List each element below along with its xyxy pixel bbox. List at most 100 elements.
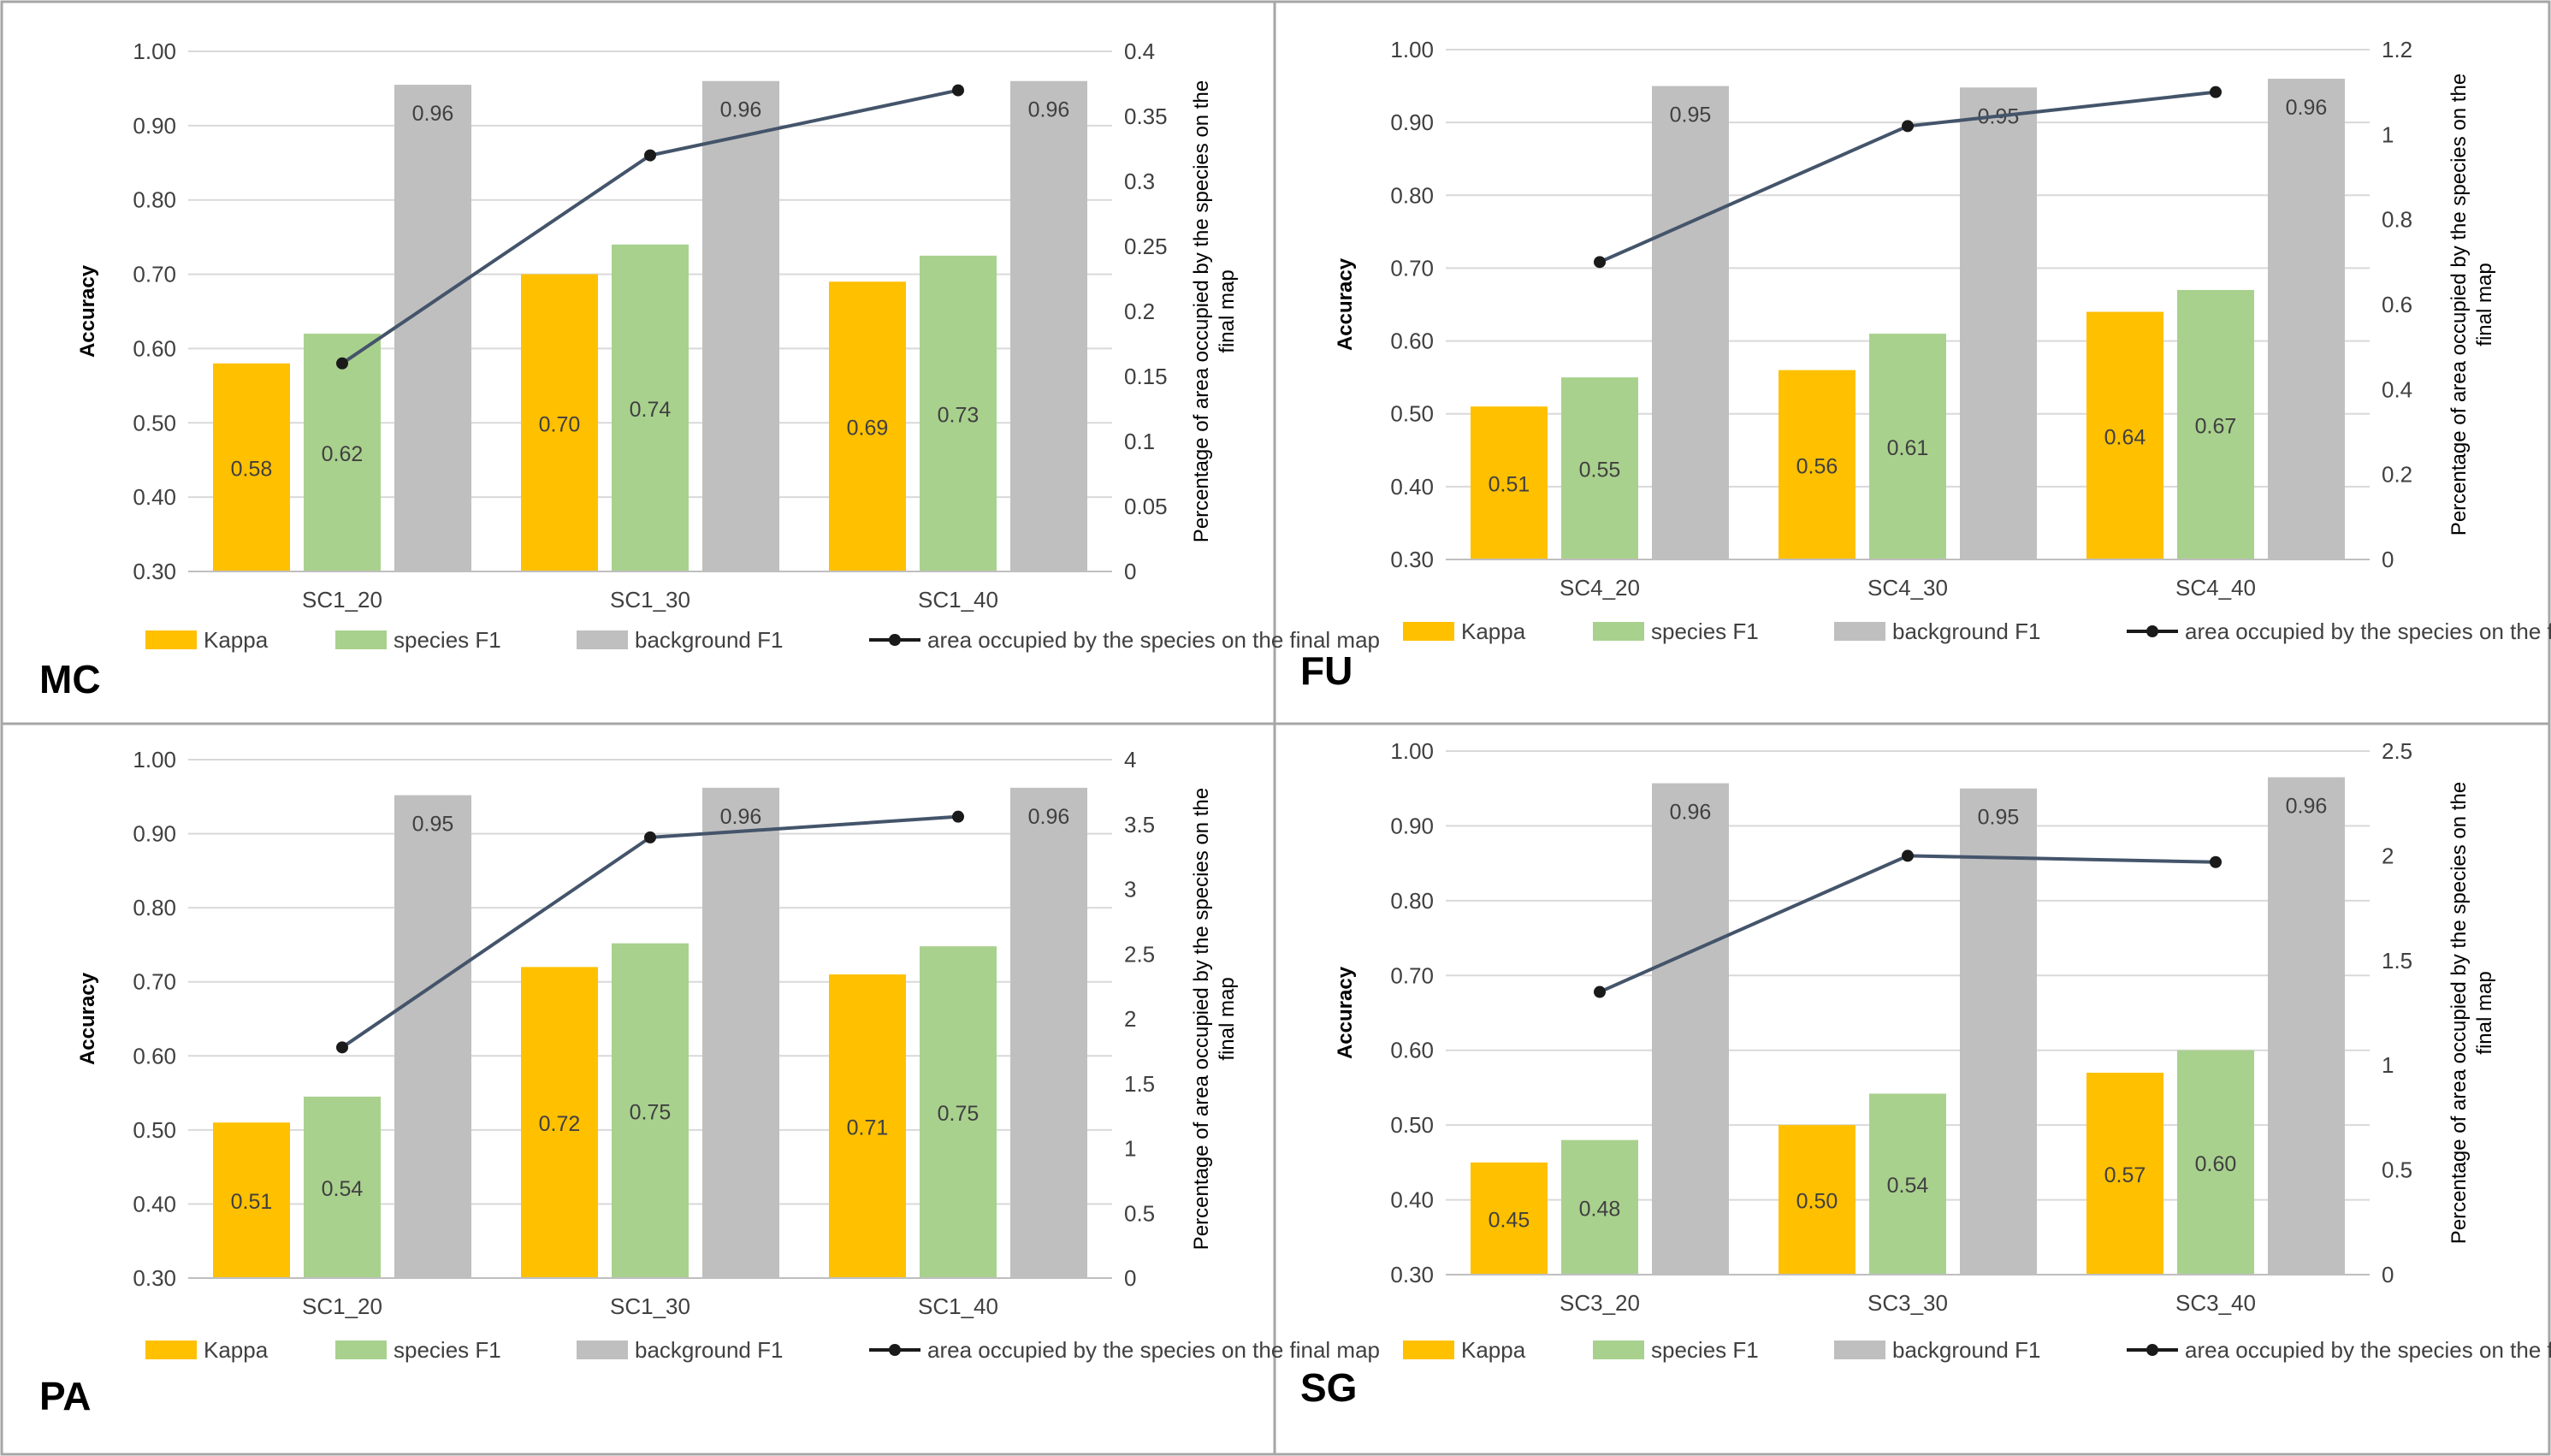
y2-tick-label: 2 bbox=[1124, 1006, 1136, 1032]
chart-SG: 0.30 0.40 0.50 0.60 0.70 0.80 0.90 1.00 0 0.5 1 1.5… bbox=[1300, 738, 2551, 1410]
data-label: 0.73 bbox=[938, 403, 980, 427]
legend-label-area: area occupied by the species on the fina… bbox=[927, 627, 1380, 653]
y2-tick-label: 0.2 bbox=[2382, 462, 2412, 488]
bar-kappa bbox=[1471, 406, 1548, 559]
legend-swatch-species_f1 bbox=[335, 1341, 387, 1359]
chart-MC: 0.30 0.40 0.50 0.60 0.70 0.80 0.90 1.00 0 0.05 0.1… bbox=[39, 38, 1380, 701]
y2-tick-label: 0 bbox=[2382, 1262, 2394, 1287]
y2-tick-label: 1.2 bbox=[2382, 37, 2412, 62]
y2-tick-label: 0 bbox=[2382, 547, 2394, 572]
y2-tick-label: 0.2 bbox=[1124, 299, 1155, 324]
data-label: 0.96 bbox=[1028, 805, 1070, 829]
data-label: 0.95 bbox=[412, 813, 454, 837]
chart-FU: 0.30 0.40 0.50 0.60 0.70 0.80 0.90 1.00 0 0.2 0.4 0… bbox=[1300, 37, 2551, 693]
bar-background-f1 bbox=[702, 80, 779, 571]
x-tick-label: SC1_20 bbox=[302, 587, 382, 613]
data-label: 0.96 bbox=[412, 102, 454, 126]
bar-background-f1 bbox=[1960, 788, 2037, 1275]
bar-kappa bbox=[213, 1122, 290, 1278]
area-line-point bbox=[1594, 985, 1606, 998]
y2-tick-label: 1 bbox=[2382, 1052, 2394, 1078]
legend-swatch-area-point bbox=[889, 634, 901, 646]
y2-tick-label: 1 bbox=[2382, 121, 2394, 147]
data-label: 0.69 bbox=[847, 417, 889, 441]
data-label: 0.55 bbox=[1579, 459, 1621, 482]
bar-species-f1 bbox=[612, 244, 689, 571]
data-label: 0.75 bbox=[938, 1102, 980, 1126]
bar-background-f1 bbox=[1010, 80, 1087, 571]
legend-swatch-kappa bbox=[1403, 1341, 1454, 1359]
bar-background-f1 bbox=[1960, 87, 2037, 559]
y-tick-label: 0.60 bbox=[133, 335, 176, 361]
y2-tick-label: 0.25 bbox=[1124, 234, 1168, 259]
legend-label-background_f1: background F1 bbox=[635, 1337, 783, 1363]
x-tick-label: SC1_40 bbox=[918, 587, 998, 613]
y-tick-label: 0.80 bbox=[133, 187, 176, 213]
data-label: 0.64 bbox=[2104, 425, 2146, 449]
y2-tick-label: 2 bbox=[2382, 843, 2394, 868]
bar-kappa bbox=[2086, 1072, 2163, 1275]
area-line-point bbox=[1902, 120, 1914, 133]
y2-tick-label: 0.35 bbox=[1124, 104, 1168, 129]
y-tick-label: 0.50 bbox=[1390, 401, 1434, 427]
x-tick-label: SC4_40 bbox=[2175, 575, 2256, 601]
panel-label: PA bbox=[39, 1374, 92, 1418]
bar-background-f1 bbox=[702, 787, 779, 1278]
panel-label: MC bbox=[39, 657, 101, 701]
area-line-point bbox=[952, 84, 964, 97]
legend-swatch-background_f1 bbox=[1834, 1341, 1885, 1359]
x-tick-label: SC1_30 bbox=[610, 1293, 690, 1319]
y-tick-label: 0.30 bbox=[1390, 1262, 1434, 1287]
y2-axis-label: final map bbox=[2473, 971, 2496, 1054]
y2-tick-label: 0.8 bbox=[2382, 207, 2412, 233]
y-tick-label: 0.30 bbox=[1390, 547, 1434, 572]
data-label: 0.62 bbox=[322, 442, 364, 466]
y-tick-label: 0.50 bbox=[133, 1117, 176, 1143]
bar-background-f1 bbox=[1652, 86, 1729, 560]
y-tick-label: 0.40 bbox=[1390, 1187, 1434, 1213]
data-label: 0.75 bbox=[630, 1100, 672, 1124]
y-tick-label: 0.60 bbox=[1390, 1038, 1434, 1063]
data-label: 0.57 bbox=[2104, 1163, 2146, 1187]
data-label: 0.95 bbox=[1670, 104, 1712, 127]
bar-kappa bbox=[213, 363, 290, 571]
y2-axis-label: Percentage of area occupied by the speci… bbox=[2447, 74, 2471, 536]
y2-tick-label: 0.15 bbox=[1124, 364, 1168, 389]
legend-swatch-kappa bbox=[145, 630, 197, 649]
y2-tick-label: 3.5 bbox=[1124, 812, 1155, 837]
x-tick-label: SC4_20 bbox=[1560, 575, 1640, 601]
data-label: 0.71 bbox=[847, 1116, 889, 1140]
y2-tick-label: 0.4 bbox=[2382, 376, 2412, 402]
y2-tick-label: 3 bbox=[1124, 877, 1136, 903]
data-label: 0.56 bbox=[1796, 454, 1838, 478]
data-label: 0.96 bbox=[720, 805, 762, 829]
y-tick-label: 0.40 bbox=[133, 1191, 176, 1216]
area-line-point bbox=[644, 149, 656, 162]
data-label: 0.61 bbox=[1887, 436, 1929, 460]
bar-species-f1 bbox=[1561, 1139, 1638, 1275]
bar-species-f1 bbox=[304, 1096, 381, 1278]
y2-tick-label: 0.4 bbox=[1124, 38, 1155, 64]
legend-label-background_f1: background F1 bbox=[1892, 619, 2040, 644]
data-label: 0.51 bbox=[231, 1190, 273, 1214]
data-label: 0.96 bbox=[2286, 96, 2328, 120]
y-axis-label: Accuracy bbox=[1334, 966, 1357, 1059]
y-tick-label: 0.40 bbox=[1390, 474, 1434, 500]
bar-species-f1 bbox=[612, 943, 689, 1278]
bar-kappa bbox=[829, 281, 906, 571]
area-line-point bbox=[2210, 86, 2222, 98]
y2-tick-label: 0.1 bbox=[1124, 429, 1155, 454]
y-tick-label: 0.90 bbox=[1390, 109, 1434, 135]
bar-kappa bbox=[521, 967, 598, 1278]
panel-label: FU bbox=[1300, 648, 1352, 693]
y-tick-label: 0.50 bbox=[1390, 1112, 1434, 1138]
y-tick-label: 0.60 bbox=[133, 1043, 176, 1068]
data-label: 0.54 bbox=[1887, 1174, 1929, 1198]
data-label: 0.51 bbox=[1489, 473, 1530, 497]
data-label: 0.50 bbox=[1796, 1190, 1838, 1214]
data-label: 0.96 bbox=[1028, 98, 1070, 122]
legend-swatch-kappa bbox=[145, 1341, 197, 1359]
legend-swatch-background_f1 bbox=[577, 630, 628, 649]
legend-label-area: area occupied by the species on the fina… bbox=[927, 1337, 1380, 1363]
y-axis-label: Accuracy bbox=[1334, 257, 1357, 351]
